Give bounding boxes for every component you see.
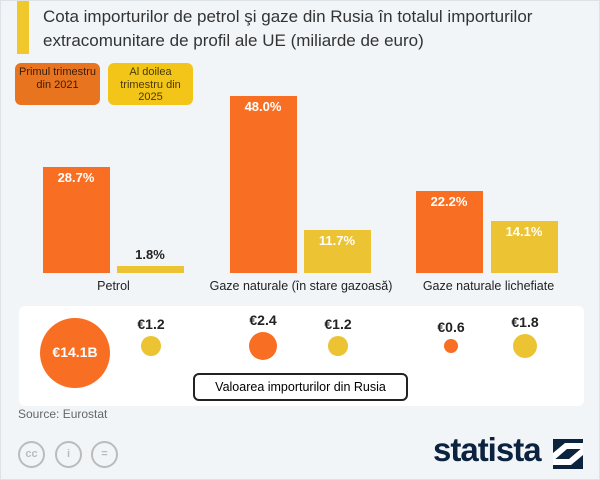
value-bubble <box>141 336 161 356</box>
bubble-value-label: €1.2 <box>324 316 352 333</box>
bubble-value-label: €14.1B <box>52 344 98 360</box>
category-label: Gaze naturale (în stare gazoasă) <box>209 279 393 293</box>
no-derivatives-icon[interactable]: = <box>91 441 118 468</box>
bubble-value-label: €2.4 <box>249 312 277 328</box>
title-accent <box>17 1 29 54</box>
legend-item-2021: Primul trimestru din 2021 <box>15 63 100 105</box>
bar <box>491 221 558 273</box>
category-label: Gaze naturale lichefiate <box>422 279 555 293</box>
bubble-title: Valoarea importurilor din Rusia <box>193 373 408 401</box>
bar <box>117 266 184 273</box>
value-bubble <box>328 336 348 356</box>
bar-value-label: 48.0% <box>244 99 282 114</box>
value-bubble <box>249 332 277 360</box>
value-bubble <box>512 333 538 359</box>
bubble-value-label: €1.2 <box>137 316 165 333</box>
bar <box>304 229 371 273</box>
chart-title: Cota importurilor de petrol şi gaze din … <box>43 7 533 50</box>
value-bubble <box>444 339 458 353</box>
statista-logo-icon <box>553 439 583 469</box>
source: Source: Eurostat <box>18 407 108 421</box>
category-label: Petrol <box>97 279 130 293</box>
bar-value-label: 28.7% <box>57 170 95 186</box>
bubble-value-label: €1.8 <box>511 313 539 330</box>
bar-value-label: 11.7% <box>318 232 356 248</box>
bar <box>43 167 110 273</box>
legend-item-2025: Al doilea trimestru din 2025 <box>108 63 193 105</box>
bubble-value-label: €0.6 <box>437 319 465 335</box>
bar-value-label: 22.2% <box>430 194 468 210</box>
bar <box>416 191 483 273</box>
attribution-icon[interactable]: i <box>55 441 82 468</box>
bar-value-label: 1.8% <box>135 247 165 263</box>
bar <box>230 96 297 273</box>
cc-icon[interactable]: cc <box>18 441 45 468</box>
statista-logo[interactable]: statista <box>433 431 542 468</box>
bar-value-label: 14.1% <box>505 224 543 239</box>
value-bubble <box>40 318 110 388</box>
